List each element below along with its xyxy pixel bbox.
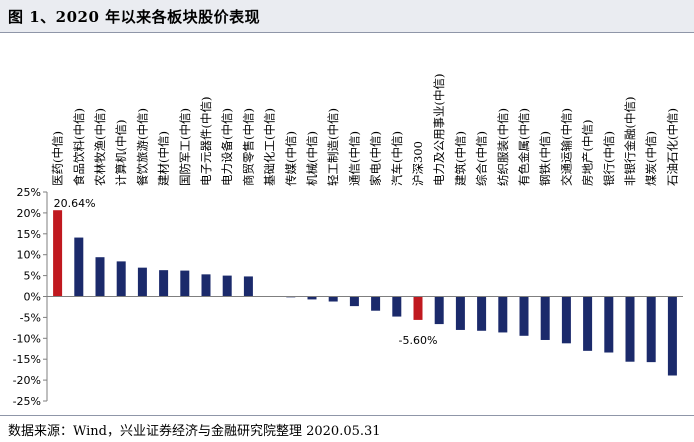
category-label: 银行(中信) (602, 131, 616, 186)
bar (137, 267, 147, 297)
y-tick-label: -10% (13, 332, 41, 345)
category-label: 综合(中信) (475, 131, 489, 186)
bar (159, 270, 169, 297)
bar (74, 237, 84, 297)
category-label: 钢铁(中信) (538, 131, 552, 186)
title-bar: 图 1、2020 年以来各板块股价表现 (0, 0, 694, 33)
bar (604, 296, 614, 353)
category-label: 纺织服装(中信) (496, 108, 510, 186)
category-label: 建筑(中信) (453, 131, 467, 186)
bar (477, 296, 487, 331)
category-label: 食品饮料(中信) (72, 108, 86, 186)
y-tick-label: -20% (13, 374, 41, 387)
bar (201, 274, 211, 297)
category-label: 电力及公用事业(中信) (432, 74, 446, 186)
category-label: 基础化工(中信) (263, 108, 277, 186)
category-label: 农林牧渔(中信) (93, 108, 107, 186)
bar (561, 296, 571, 344)
category-label: 电力设备(中信) (220, 108, 234, 186)
bar (222, 275, 232, 297)
bar (413, 296, 423, 320)
y-tick-label: 10% (17, 249, 41, 262)
source-note: 数据来源：Wind，兴业证券经济与金融研究院整理 2020.05.31 (8, 424, 381, 439)
category-label: 有色金属(中信) (517, 108, 531, 186)
bar (307, 296, 317, 300)
y-tick-label: 15% (17, 228, 41, 241)
category-label: 交通运输(中信) (559, 108, 573, 186)
category-label: 石油石化(中信) (665, 108, 679, 186)
category-label: 建材(中信) (157, 131, 171, 186)
category-label: 轻工制造(中信) (326, 108, 340, 186)
bar (53, 210, 63, 297)
bar (180, 270, 190, 297)
category-label: 沪深300 (411, 141, 425, 186)
category-label: 餐饮旅游(中信) (135, 108, 149, 186)
category-label: 通信(中信) (347, 131, 361, 186)
bar (625, 296, 635, 362)
category-label: 传媒(中信) (284, 131, 298, 186)
bar (392, 296, 402, 317)
y-tick-label: -5% (20, 311, 41, 324)
y-tick-label: -25% (13, 395, 41, 408)
bar (667, 296, 677, 376)
bar (498, 296, 508, 333)
bar (95, 257, 105, 297)
category-label: 计算机(中信) (114, 120, 128, 186)
bar (116, 261, 126, 297)
bar (540, 296, 550, 340)
bar (243, 276, 253, 297)
category-label: 非银行金融(中信) (623, 97, 637, 186)
y-tick-label: -15% (13, 353, 41, 366)
category-label: 电子元器件(中信) (199, 97, 213, 186)
bar (349, 296, 359, 307)
source-bar: 数据来源：Wind，兴业证券经济与金融研究院整理 2020.05.31 (0, 415, 694, 442)
data-label: 20.64% (54, 197, 96, 210)
category-label: 国防军工(中信) (178, 108, 192, 186)
bar-chart: -25% -20% -15% -10% -5% 0% 5% 10% 15% 20% 25% 医药(中信… (13, 74, 683, 408)
category-label: 汽车(中信) (390, 131, 404, 186)
bar (434, 296, 444, 325)
y-tick-label: 20% (17, 207, 41, 220)
category-label: 家电(中信) (369, 131, 383, 186)
y-tick-label: 0% (24, 291, 41, 304)
bar (646, 296, 656, 363)
y-tick-label: 5% (24, 270, 41, 283)
data-label: -5.60% (399, 334, 438, 347)
y-tick-label: 25% (17, 186, 41, 199)
bar (371, 296, 381, 311)
bar (583, 296, 593, 351)
category-label: 商贸零售(中信) (241, 108, 255, 186)
category-label: 机械(中信) (305, 131, 319, 186)
category-label: 房地产(中信) (581, 120, 595, 186)
bar (519, 296, 529, 336)
chart-title: 图 1、2020 年以来各板块股价表现 (8, 8, 261, 26)
bar (328, 296, 338, 302)
category-label: 煤炭(中信) (644, 131, 658, 186)
category-label: 医药(中信) (51, 131, 65, 186)
bar (455, 296, 465, 330)
